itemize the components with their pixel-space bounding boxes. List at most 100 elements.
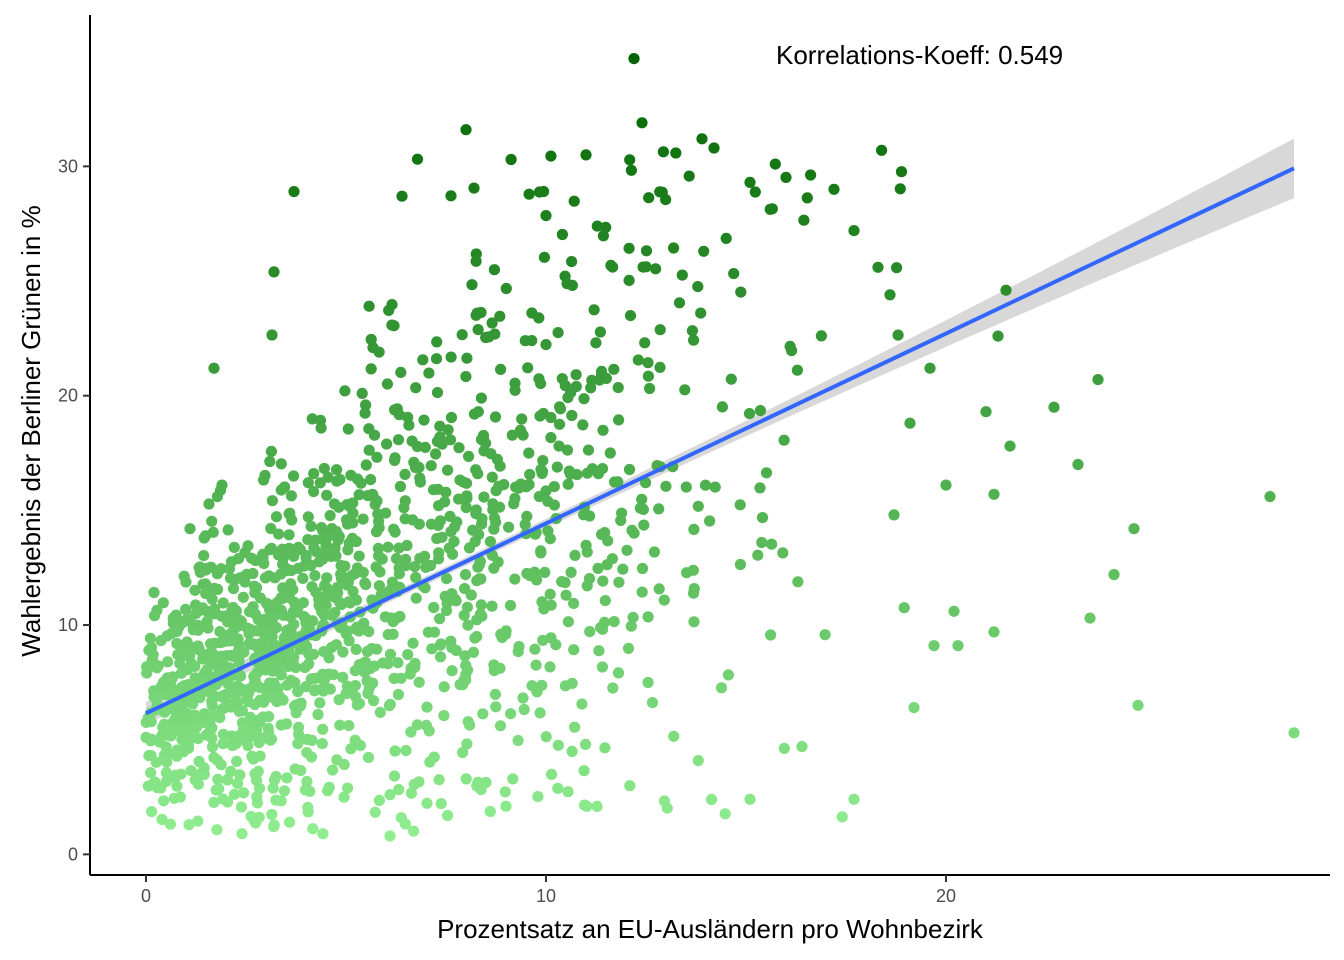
data-point xyxy=(642,676,654,689)
data-point xyxy=(268,677,280,689)
data-point xyxy=(243,628,255,640)
data-point xyxy=(184,523,196,535)
data-point xyxy=(544,588,556,600)
data-point xyxy=(488,523,500,535)
data-point xyxy=(386,299,398,311)
data-point xyxy=(470,464,482,476)
data-point xyxy=(660,480,672,492)
data-point xyxy=(388,523,400,535)
data-point xyxy=(297,597,309,609)
data-point xyxy=(472,561,484,573)
data-point xyxy=(392,657,404,669)
data-point xyxy=(578,509,590,521)
data-point xyxy=(591,220,603,232)
data-point xyxy=(815,330,828,342)
data-point xyxy=(371,643,383,655)
data-point xyxy=(386,576,399,588)
data-point xyxy=(433,774,445,786)
data-point xyxy=(333,530,345,543)
data-point xyxy=(405,726,417,738)
data-point xyxy=(605,259,617,271)
data-point xyxy=(178,680,190,692)
data-point xyxy=(734,499,746,511)
data-point xyxy=(363,300,375,312)
data-point xyxy=(637,503,650,515)
data-point xyxy=(159,706,171,718)
data-point xyxy=(458,609,470,621)
data-point xyxy=(169,769,182,781)
data-point xyxy=(258,557,270,570)
data-point xyxy=(151,781,163,794)
data-point xyxy=(203,648,215,660)
data-point xyxy=(318,462,330,475)
data-point xyxy=(436,438,448,450)
data-point xyxy=(343,720,355,732)
data-point xyxy=(658,795,671,807)
data-point xyxy=(432,483,444,495)
data-point xyxy=(369,499,381,511)
data-point xyxy=(467,646,480,658)
data-point xyxy=(431,336,443,348)
data-point xyxy=(281,772,293,784)
data-point xyxy=(545,150,557,162)
data-point xyxy=(442,424,454,436)
data-point xyxy=(486,317,498,329)
data-point xyxy=(165,730,177,742)
data-point xyxy=(568,644,580,656)
data-point xyxy=(624,310,637,322)
data-point xyxy=(490,701,502,713)
data-point xyxy=(898,602,910,614)
data-point xyxy=(150,693,162,706)
data-point xyxy=(478,445,490,457)
data-point xyxy=(980,406,992,418)
data-point xyxy=(463,542,476,554)
data-point xyxy=(284,611,296,623)
data-point xyxy=(487,504,499,516)
data-point xyxy=(544,661,556,673)
data-point xyxy=(454,474,466,486)
data-point xyxy=(275,458,287,470)
data-point xyxy=(185,765,197,777)
data-point xyxy=(628,527,640,539)
data-point xyxy=(183,819,195,831)
data-point xyxy=(507,773,519,785)
data-point xyxy=(506,429,518,441)
data-point xyxy=(292,738,304,750)
data-point xyxy=(778,434,790,446)
data-point xyxy=(526,680,538,692)
data-point xyxy=(354,739,366,752)
y-tick-label: 20 xyxy=(58,386,78,406)
data-point xyxy=(228,788,241,800)
data-point xyxy=(475,306,487,319)
data-point xyxy=(267,782,279,794)
y-tick-label: 30 xyxy=(58,156,78,176)
data-point xyxy=(1000,284,1012,296)
data-point xyxy=(266,665,279,677)
data-point xyxy=(668,730,680,742)
data-point xyxy=(228,688,240,700)
data-point xyxy=(445,190,457,202)
data-point xyxy=(872,261,884,273)
data-point xyxy=(489,328,501,340)
data-point xyxy=(410,571,422,584)
data-point xyxy=(728,268,740,280)
data-point xyxy=(253,782,266,795)
data-point xyxy=(566,256,578,268)
data-point xyxy=(162,656,174,668)
data-point xyxy=(320,547,333,559)
data-point xyxy=(1072,458,1084,471)
data-point xyxy=(636,493,648,505)
data-point xyxy=(270,511,283,523)
data-point xyxy=(205,638,217,650)
data-point xyxy=(420,719,432,732)
y-tick-label: 0 xyxy=(68,844,78,864)
data-point xyxy=(302,477,314,489)
data-point xyxy=(368,660,380,672)
data-point xyxy=(170,609,182,621)
data-point xyxy=(692,281,704,293)
data-point xyxy=(792,576,804,588)
data-point xyxy=(151,662,163,674)
data-point xyxy=(686,325,699,337)
data-point xyxy=(904,417,916,429)
data-point xyxy=(577,419,589,431)
